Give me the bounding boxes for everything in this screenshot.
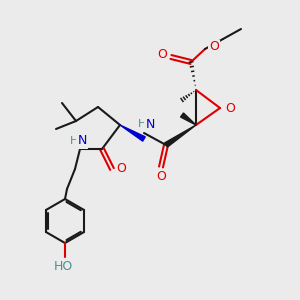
Text: O: O — [156, 170, 166, 184]
Text: O: O — [157, 49, 167, 62]
Text: N: N — [145, 118, 155, 130]
Text: O: O — [209, 40, 219, 53]
Text: H: H — [70, 136, 78, 146]
Text: O: O — [116, 163, 126, 176]
Text: O: O — [225, 101, 235, 115]
Text: N: N — [77, 134, 87, 148]
Text: H: H — [138, 119, 146, 129]
Polygon shape — [181, 113, 196, 125]
Polygon shape — [120, 125, 145, 141]
Text: HO: HO — [53, 260, 73, 274]
Polygon shape — [165, 125, 196, 147]
